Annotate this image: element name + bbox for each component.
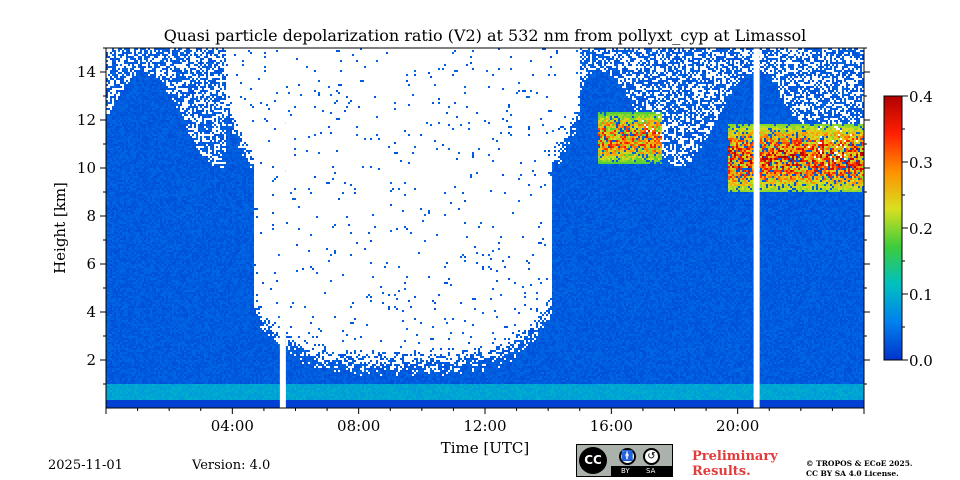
preliminary-results-note: Preliminary Results.: [692, 449, 778, 479]
colorbar-tick-label: 0.0: [909, 352, 933, 370]
cc-license-badge: CC 🚹 ↺ BY SA: [576, 444, 673, 477]
missing-data-column: [753, 48, 760, 408]
x-tick-label: 12:00: [463, 417, 506, 435]
x-tick-label: 08:00: [337, 417, 380, 435]
colorbar-tick-label: 0.4: [909, 88, 933, 106]
colorbar-tick-label: 0.1: [909, 286, 933, 304]
y-axis-ticks: 2 4 6 8 10 12 14: [77, 47, 870, 385]
copyright-line-2: CC BY SA 4.0 License.: [806, 469, 899, 478]
x-tick-label: 04:00: [211, 417, 254, 435]
colorbar-tick-label: 0.2: [909, 220, 933, 238]
x-axis-label: Time [UTC]: [441, 439, 530, 457]
y-tick-label: 12: [77, 111, 96, 129]
preliminary-line-1: Preliminary: [692, 449, 778, 464]
y-tick-label: 4: [86, 303, 96, 321]
y-tick-label: 10: [77, 159, 96, 177]
colorbar-ticks: 0.0 0.1 0.2 0.3 0.4: [902, 88, 933, 370]
y-tick-label: 6: [86, 255, 96, 273]
share-alike-icon: ↺: [643, 448, 660, 465]
y-tick-label: 2: [86, 351, 96, 369]
preliminary-line-2: Results.: [692, 464, 751, 479]
x-axis-ticks: 04:00 08:00 12:00 16:00 20:00: [105, 408, 865, 435]
cc-badge-strip: BY SA: [611, 466, 672, 476]
footer-date: 2025-11-01: [48, 458, 123, 473]
plot-area: [105, 47, 865, 409]
y-tick-label: 8: [86, 207, 96, 225]
colorbar: [883, 95, 903, 361]
copyright-line-1: © TROPOS & ECoE 2025.: [806, 459, 913, 468]
attribution-person-icon: 🚹: [619, 448, 636, 465]
copyright-note: © TROPOS & ECoE 2025. CC BY SA 4.0 Licen…: [806, 459, 913, 479]
chart-title: Quasi particle depolarization ratio (V2)…: [164, 26, 807, 45]
footer-version: Version: 4.0: [192, 458, 271, 473]
depolarization-heatmap: [106, 48, 864, 408]
colorbar-tick-label: 0.3: [909, 154, 933, 172]
x-tick-label: 16:00: [590, 417, 633, 435]
missing-data-columns: [279, 48, 760, 408]
x-tick-label: 20:00: [716, 417, 759, 435]
y-tick-label: 14: [77, 63, 96, 81]
missing-data-column: [279, 48, 286, 408]
y-axis-label: Height [km]: [51, 182, 69, 274]
cc-sa-label: SA: [646, 467, 656, 475]
cc-logo-icon: CC: [579, 447, 607, 474]
cc-by-label: BY: [621, 467, 630, 475]
